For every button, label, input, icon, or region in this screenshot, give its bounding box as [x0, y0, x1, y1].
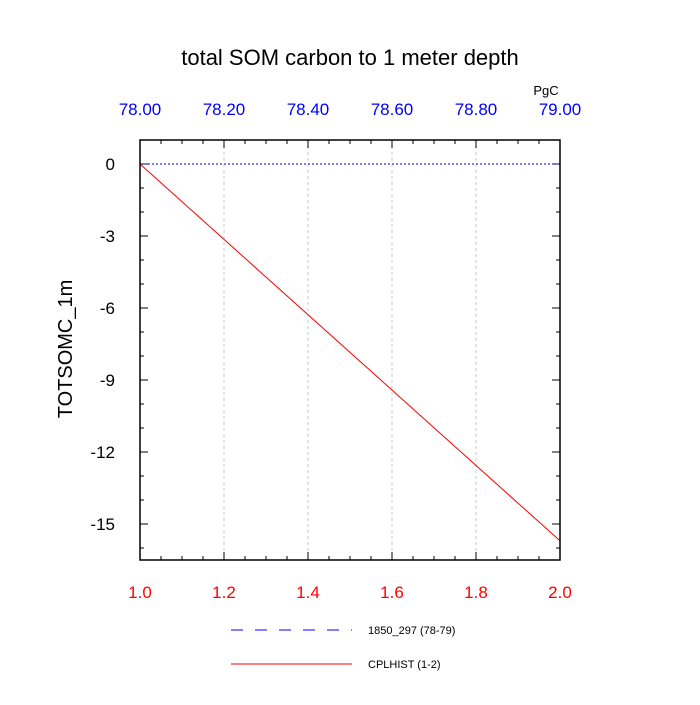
top-axis-unit-label: PgC — [533, 83, 558, 98]
bottom-axis-tick-label: 1.4 — [296, 583, 320, 602]
bottom-axis-tick-label: 1.6 — [380, 583, 404, 602]
top-axis-tick-label: 78.20 — [203, 100, 246, 119]
legend: 1850_297 (78-79) CPLHIST (1-2) — [231, 625, 455, 671]
y-axis-label: TOTSOMC_1m — [55, 280, 77, 419]
y-axis-tick-label: -9 — [100, 371, 115, 390]
y-axis-tick-label: -6 — [100, 299, 115, 318]
top-axis-tick-label: 78.60 — [371, 100, 414, 119]
plot-frame — [139, 139, 561, 561]
bottom-axis-tick-label: 1.8 — [464, 583, 488, 602]
bottom-axis-tick-label: 1.0 — [128, 583, 152, 602]
bottom-axis-tick-label: 2.0 — [548, 583, 572, 602]
y-axis-tick-label: -3 — [100, 227, 115, 246]
legend-label: 1850_297 (78-79) — [368, 625, 455, 637]
y-axis-tick-label: 0 — [106, 155, 115, 174]
top-axis-tick-label: 78.40 — [287, 100, 330, 119]
legend-label: CPLHIST (1-2) — [368, 659, 441, 671]
chart-title: total SOM carbon to 1 meter depth — [181, 45, 519, 70]
plot-area: 1.0 1.2 1.4 1.6 1.8 2.0 78.00 78.20 78.40 78.60 78… — [90, 100, 581, 602]
y-axis-tick-label: -15 — [90, 515, 115, 534]
bottom-axis-tick-label: 1.2 — [212, 583, 236, 602]
top-axis-tick-label: 78.80 — [455, 100, 498, 119]
top-axis-tick-label: 79.00 — [539, 100, 582, 119]
y-axis-tick-label: -12 — [90, 443, 115, 462]
top-axis-tick-label: 78.00 — [119, 100, 162, 119]
series-line — [139, 163, 561, 542]
